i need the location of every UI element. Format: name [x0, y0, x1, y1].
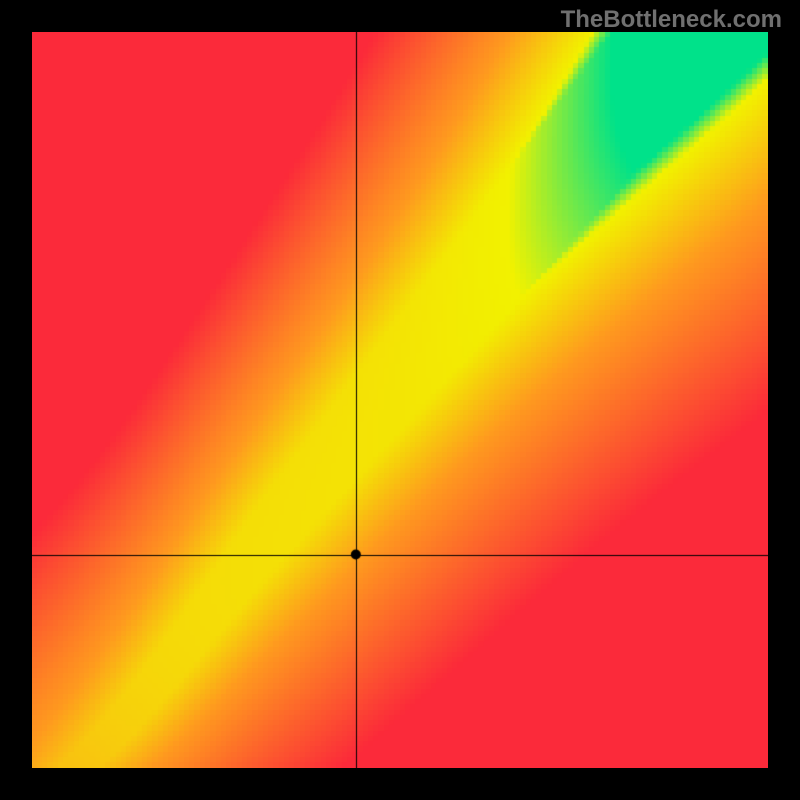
- watermark-text: TheBottleneck.com: [561, 6, 782, 34]
- chart-container: TheBottleneck.com: [0, 0, 800, 800]
- bottleneck-heatmap: [32, 32, 768, 768]
